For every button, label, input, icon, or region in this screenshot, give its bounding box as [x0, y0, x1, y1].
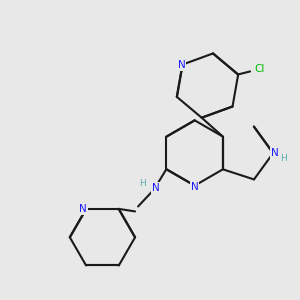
- Text: N: N: [79, 204, 87, 214]
- Text: H: H: [139, 179, 145, 188]
- Text: N: N: [271, 148, 279, 158]
- Text: N: N: [191, 182, 199, 192]
- Text: N: N: [178, 60, 185, 70]
- Text: N: N: [152, 183, 160, 193]
- Text: Cl: Cl: [255, 64, 265, 74]
- Text: H: H: [280, 154, 286, 164]
